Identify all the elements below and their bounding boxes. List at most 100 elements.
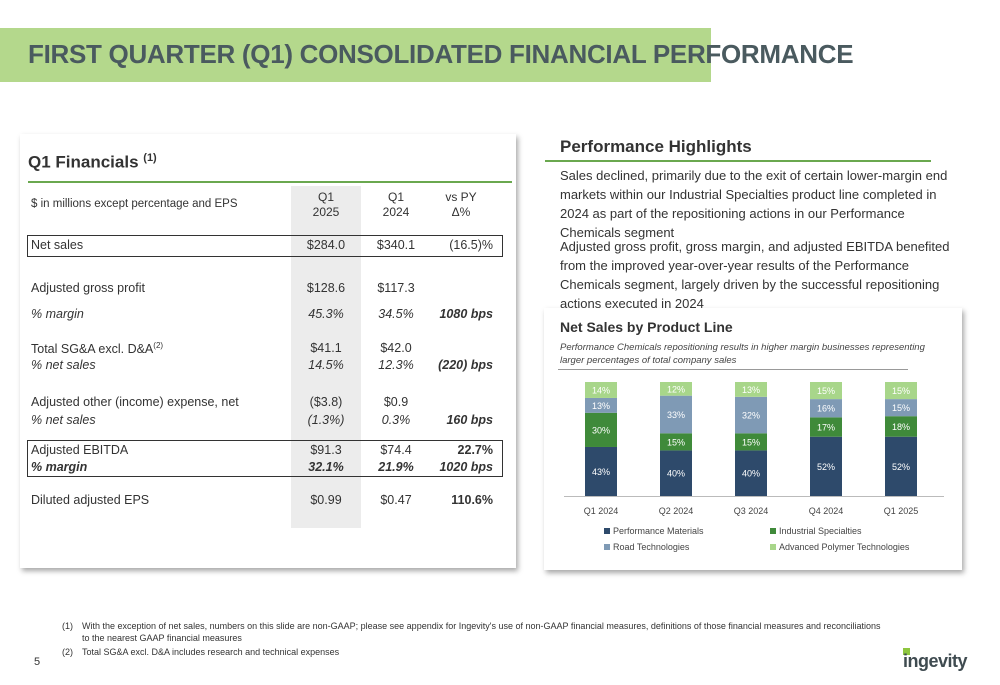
- row-value-q1-2024: $117.3: [377, 281, 415, 295]
- footnote-number: (1): [62, 621, 73, 631]
- row-value-q1-2025: 32.1%: [308, 460, 344, 474]
- bar-segment: [585, 382, 617, 398]
- data-label: 13%: [592, 401, 610, 411]
- header-q1-2024: Q1 2024: [382, 190, 410, 219]
- chart-subtitle: Performance Chemicals repositioning resu…: [560, 342, 925, 366]
- row-label: % margin: [31, 307, 84, 321]
- company-logo: ingevity: [903, 651, 968, 671]
- header-vs-py: vs PY Δ%: [445, 190, 477, 219]
- bar-segment: [735, 450, 767, 496]
- legend-label: Performance Materials: [613, 526, 704, 536]
- financials-title: Q1 Financials (1): [28, 152, 157, 172]
- table-unit-label: $ in millions except percentage and EPS: [31, 198, 238, 210]
- highlights-paragraph-1: Sales declined, primarily due to the exi…: [560, 168, 948, 240]
- x-tick-label: Q1 2024: [584, 506, 619, 516]
- net-sales-box: [27, 235, 503, 257]
- row-label-footnote: (2): [153, 341, 164, 350]
- logo-mark-icon: [903, 648, 910, 655]
- bar-segment: [585, 412, 617, 447]
- bar-segment: [735, 433, 767, 451]
- data-label: 15%: [667, 437, 685, 447]
- bar-segment: [885, 382, 917, 400]
- row-value-q1-2025: $41.1: [310, 341, 342, 355]
- x-tick-label: Q3 2024: [734, 506, 769, 516]
- row-value-change: 1080 bps: [439, 307, 493, 321]
- financials-title-footnote: (1): [143, 152, 157, 164]
- bar-segment: [810, 399, 842, 418]
- row-value-q1-2024: $0.47: [380, 493, 412, 507]
- data-label: 18%: [892, 422, 910, 432]
- bar-segment: [660, 382, 692, 396]
- row-value-q1-2024: $340.1: [376, 238, 416, 252]
- legend-label: Road Technologies: [613, 542, 690, 552]
- row-value-q1-2024: 0.3%: [381, 413, 411, 427]
- row-value-change: 1020 bps: [439, 460, 493, 474]
- footnote-number: (2): [62, 647, 73, 657]
- page-number: 5: [34, 656, 41, 668]
- bar-segment: [810, 436, 842, 496]
- bar-segment: [585, 397, 617, 413]
- bar-segment: [885, 399, 917, 417]
- row-value-change: 110.6%: [451, 493, 493, 507]
- data-label: 52%: [892, 462, 910, 472]
- data-label: 14%: [592, 385, 610, 395]
- header-q1-2025: Q1 2025: [312, 190, 340, 219]
- footnote-1: (1) With the exception of net sales, num…: [62, 620, 882, 644]
- bar-segment: [735, 382, 767, 397]
- bar-segment: [660, 433, 692, 451]
- row-value-q1-2024: $74.4: [380, 443, 412, 457]
- x-tick-label: Q1 2025: [884, 506, 919, 516]
- row-value-q1-2025: (1.3%): [307, 413, 345, 427]
- row-value-q1-2024: $42.0: [380, 341, 412, 355]
- data-label: 16%: [817, 404, 835, 414]
- data-label: 52%: [817, 462, 835, 472]
- row-value-q1-2025: $128.6: [306, 281, 346, 295]
- current-quarter-column-shade: [291, 186, 361, 528]
- net-sales-chart: 43% 30% 13% 14% Q1 2024 40% 15% 33% 12% Q2 2024 40…: [564, 382, 944, 552]
- title-band: FIRST QUARTER (Q1) CONSOLIDATED FINANCIA…: [0, 28, 854, 82]
- legend-swatch: [770, 544, 776, 550]
- legend-label: Industrial Specialties: [779, 526, 862, 536]
- x-tick-label: Q4 2024: [809, 506, 844, 516]
- data-label: 30%: [592, 425, 610, 435]
- legend-swatch: [604, 528, 610, 534]
- row-value-q1-2025: 45.3%: [308, 307, 344, 321]
- bar-segment: [660, 450, 692, 496]
- row-label: % margin: [31, 460, 88, 474]
- data-label: 15%: [892, 386, 910, 396]
- row-value-q1-2025: $0.99: [310, 493, 342, 507]
- row-value-q1-2024: $0.9: [383, 395, 409, 409]
- bar-segment: [660, 395, 692, 434]
- row-label: Diluted adjusted EPS: [31, 493, 150, 507]
- chart-title: Net Sales by Product Line: [560, 319, 733, 335]
- data-label: 15%: [817, 386, 835, 396]
- data-label: 33%: [667, 410, 685, 420]
- row-value-change: 22.7%: [457, 443, 493, 457]
- row-value-q1-2025: $284.0: [306, 238, 346, 252]
- legend-swatch: [604, 544, 610, 550]
- chart-divider: [558, 369, 908, 370]
- highlights-paragraph-2: Adjusted gross profit, gross margin, and…: [560, 239, 950, 311]
- row-label: Total SG&A excl. D&A(2): [31, 341, 164, 357]
- row-label: Adjusted other (income) expense, net: [31, 395, 239, 409]
- legend-swatch: [770, 528, 776, 534]
- footnote-text: With the exception of net sales, numbers…: [82, 621, 881, 643]
- row-value-change: 160 bps: [446, 413, 493, 427]
- footnote-2: (2) Total SG&A excl. D&A includes resear…: [62, 646, 882, 658]
- data-label: 40%: [667, 469, 685, 479]
- financials-card: Q1 Financials (1) $ in millions except p…: [20, 134, 516, 568]
- row-value-q1-2025: 14.5%: [308, 358, 344, 372]
- row-label: Adjusted gross profit: [31, 281, 145, 295]
- row-label: Net sales: [31, 238, 84, 252]
- x-tick-label: Q2 2024: [659, 506, 694, 516]
- highlights-title: Performance Highlights: [560, 137, 752, 156]
- bar-segment: [810, 382, 842, 400]
- bar-segment: [885, 436, 917, 496]
- data-label: 12%: [667, 384, 685, 394]
- data-label: 15%: [742, 437, 760, 447]
- data-label: 15%: [892, 403, 910, 413]
- row-label: % net sales: [31, 358, 96, 372]
- data-label: 13%: [742, 385, 760, 395]
- page-title: FIRST QUARTER (Q1) CONSOLIDATED FINANCIA…: [28, 39, 854, 69]
- bar-segment: [585, 446, 617, 496]
